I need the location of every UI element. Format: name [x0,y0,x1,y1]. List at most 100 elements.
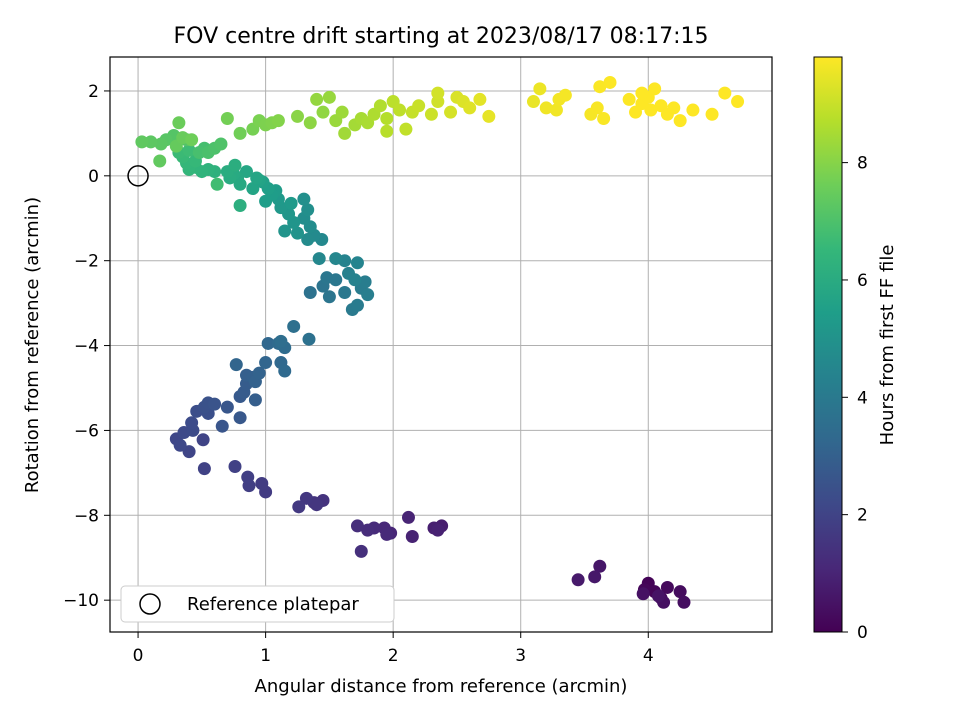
legend-reference-marker [139,593,161,615]
data-point [246,182,260,196]
data-point [261,336,275,350]
colorbar: 0 2 4 6 8 Hours from first FF file [813,56,898,643]
data-point [705,107,719,121]
data-point [322,90,336,104]
data-point [350,298,364,312]
data-point [373,99,387,113]
data-point [228,158,242,172]
y-tick-label: 0 [88,167,99,187]
x-tick-label: 3 [515,646,526,666]
data-point [405,530,419,544]
data-point [590,101,604,115]
data-point [593,80,607,94]
data-point [255,476,269,490]
y-tick-label: −6 [74,421,99,441]
data-point [338,286,352,300]
legend: Reference platepar [120,585,395,623]
y-tick-label: −4 [74,337,99,357]
data-point [673,585,687,599]
data-point [636,587,650,601]
colorbar-label: Hours from first FF file [877,245,898,446]
data-point [533,82,547,96]
data-point [431,523,445,537]
data-point [215,419,229,433]
data-point [229,358,243,372]
data-point [335,105,349,119]
data-point [686,103,700,117]
data-point [338,126,352,140]
data-point [210,177,224,191]
data-point [173,438,187,452]
data-point [182,143,196,157]
legend-box [120,585,395,623]
data-point [233,411,247,425]
data-point [154,137,168,151]
data-point [259,356,273,370]
data-point [424,107,438,121]
data-point [248,393,262,407]
data-point [208,397,222,411]
colorbar-tick-label: 6 [857,271,868,291]
data-point [354,544,368,558]
data-point [648,82,662,96]
data-point [316,105,330,119]
data-point [274,334,288,348]
y-tick-label: −8 [74,506,99,526]
data-point [571,573,585,587]
y-axis-ticks: 2 0 −2 −4 −6 −8 −10 [63,82,110,611]
y-tick-label: 2 [88,82,99,102]
data-point [302,332,316,346]
reference-marker-layer [127,165,149,187]
data-point [660,580,674,594]
data-point [731,95,745,109]
data-point [292,500,306,514]
data-point [463,101,477,115]
data-point [350,519,364,533]
data-point [233,177,247,191]
x-tick-label: 2 [388,646,399,666]
data-point [718,86,732,100]
data-point [259,194,273,208]
colorbar-gradient [813,56,843,633]
data-point [350,256,364,270]
data-point [220,112,234,126]
y-tick-label: −10 [63,591,99,611]
data-point [361,523,375,537]
data-point [673,114,687,128]
data-point [233,199,247,213]
data-point [278,224,292,238]
data-point [597,112,611,126]
x-tick-label: 0 [133,646,144,666]
data-point [593,559,607,573]
data-point [196,433,210,447]
data-point [651,589,665,603]
data-point [549,103,563,117]
data-point [310,92,324,106]
data-point [299,491,313,505]
data-point [214,137,228,151]
data-point [635,86,649,100]
data-point [192,145,206,159]
data-point [329,273,343,287]
x-axis-ticks: 0 1 2 3 4 [133,632,654,666]
colorbar-tick-label: 8 [857,154,868,174]
data-point [526,95,540,109]
data-point [252,366,266,380]
x-tick-label: 1 [260,646,271,666]
data-point [291,226,305,240]
data-point [291,109,305,123]
y-axis-label: Rotation from reference (arcmin) [22,197,43,493]
data-point [329,252,343,266]
data-point [380,527,394,541]
data-point [401,510,415,524]
data-point [185,416,199,430]
data-point [287,319,301,333]
data-point [412,99,426,113]
x-axis-label: Angular distance from reference (arcmin) [255,676,628,697]
legend-label: Reference platepar [187,594,359,615]
data-point [322,290,336,304]
data-point [399,122,413,136]
data-points [135,75,745,609]
